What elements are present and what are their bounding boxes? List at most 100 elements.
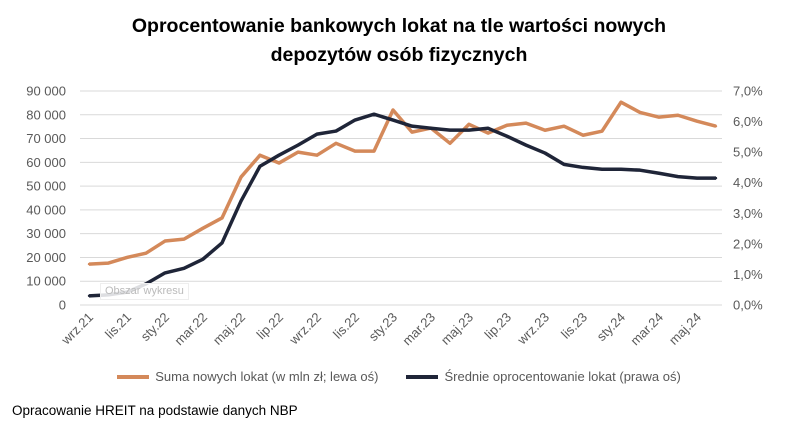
data-point: [353, 118, 357, 122]
data-point: [467, 128, 471, 132]
x-tick-label: wrz.21: [58, 310, 96, 348]
data-point: [296, 150, 300, 154]
data-point: [201, 226, 205, 230]
data-point: [562, 124, 566, 128]
data-point: [448, 128, 452, 132]
data-point: [467, 123, 471, 126]
y-right-tick-label: 7,0%: [733, 84, 763, 99]
series-line-interest: [88, 112, 716, 298]
data-point: [315, 154, 319, 157]
y-left-tick-label: 70 000: [26, 131, 66, 146]
data-point: [581, 166, 585, 169]
data-point: [581, 134, 585, 137]
data-point: [638, 168, 642, 172]
data-point: [239, 199, 243, 203]
data-point: [410, 130, 414, 134]
data-point: [543, 151, 547, 155]
data-point: [372, 113, 376, 116]
data-point: [714, 124, 718, 128]
data-point: [695, 119, 699, 123]
x-tick-label: mar.24: [627, 310, 666, 349]
data-point: [239, 175, 243, 179]
data-point: [163, 271, 167, 275]
y-left-tick-label: 80 000: [26, 107, 66, 122]
data-point: [220, 241, 224, 245]
data-point: [106, 261, 110, 265]
legend-item-deposits[interactable]: Suma nowych lokat (w mln zł; lewa oś): [117, 369, 378, 384]
data-point: [505, 124, 509, 127]
data-point: [334, 142, 338, 145]
x-tick-label: lis.21: [102, 310, 134, 342]
y-left-tick-label: 50 000: [26, 179, 66, 194]
legend-swatch-navy: [406, 374, 439, 379]
x-tick-label: sty.22: [138, 310, 172, 344]
data-point: [144, 251, 148, 255]
data-point: [619, 100, 623, 104]
data-point: [524, 143, 528, 147]
y-right-tick-label: 1,0%: [733, 267, 763, 282]
x-tick-label: mar.22: [171, 310, 210, 349]
data-point: [258, 154, 262, 157]
data-point: [277, 161, 281, 165]
data-point: [334, 129, 338, 133]
data-point: [714, 176, 718, 180]
source-note: Opracowanie HREIT na podstawie danych NB…: [12, 403, 298, 418]
y-left-tick-label: 90 000: [26, 84, 66, 99]
data-point: [676, 175, 680, 178]
x-tick-label: sty.23: [366, 310, 400, 344]
data-point: [657, 172, 661, 175]
y-left-tick-label: 10 000: [26, 274, 66, 289]
data-point: [676, 114, 680, 117]
x-tick-label: maj.23: [438, 310, 476, 348]
y-left-tick-label: 40 000: [26, 202, 66, 217]
data-point: [258, 165, 262, 168]
data-point: [315, 132, 319, 136]
data-point: [486, 131, 490, 135]
y-right-tick-label: 4,0%: [733, 175, 763, 190]
data-point: [163, 239, 167, 243]
chart-title-line-1: Oprocentowanie bankowych lokat na tle wa…: [131, 15, 667, 37]
data-point: [524, 121, 528, 125]
data-point: [600, 168, 604, 171]
y-left-tick-label: 0: [59, 298, 66, 313]
data-point: [429, 127, 433, 130]
data-point: [87, 262, 91, 266]
x-tick-label: lip.23: [482, 310, 515, 343]
legend-label: Suma nowych lokat (w mln zł; lewa oś): [155, 369, 379, 384]
data-point: [619, 168, 623, 171]
data-point: [391, 108, 395, 112]
legend-label: Średnie oprocentowanie lokat (prawa oś): [444, 369, 681, 384]
y-right-tick-label: 5,0%: [733, 145, 763, 160]
data-point: [391, 118, 395, 122]
y-left-tick-label: 30 000: [26, 226, 66, 241]
data-point: [277, 154, 281, 157]
data-point: [372, 149, 376, 153]
x-tick-label: mar.23: [399, 310, 438, 349]
data-point: [543, 129, 547, 132]
data-point: [600, 129, 604, 133]
legend: Suma nowych lokat (w mln zł; lewa oś) Śr…: [0, 369, 798, 384]
data-point: [182, 267, 186, 270]
chart-area-tooltip: Obszar wykresu: [100, 283, 189, 300]
legend-item-interest[interactable]: Średnie oprocentowanie lokat (prawa oś): [406, 369, 681, 384]
data-point: [562, 163, 566, 166]
data-point: [505, 135, 509, 138]
legend-swatch-orange: [117, 374, 150, 379]
x-tick-label: lis.22: [330, 310, 362, 342]
y-right-tick-label: 2,0%: [733, 236, 763, 251]
data-point: [182, 237, 186, 241]
data-point: [87, 294, 91, 298]
x-tick-label: maj.24: [666, 310, 704, 348]
data-point: [296, 143, 300, 147]
data-point: [695, 176, 699, 180]
x-tick-label: maj.22: [210, 310, 248, 348]
y-left-tick-label: 20 000: [26, 250, 66, 265]
data-point: [657, 115, 661, 119]
data-point: [410, 124, 414, 128]
data-point: [353, 149, 357, 153]
y-right-tick-label: 3,0%: [733, 206, 763, 221]
y-left-tick-label: 60 000: [26, 155, 66, 170]
y-right-tick-label: 6,0%: [733, 114, 763, 129]
y-right-tick-label: 0,0%: [733, 298, 763, 313]
